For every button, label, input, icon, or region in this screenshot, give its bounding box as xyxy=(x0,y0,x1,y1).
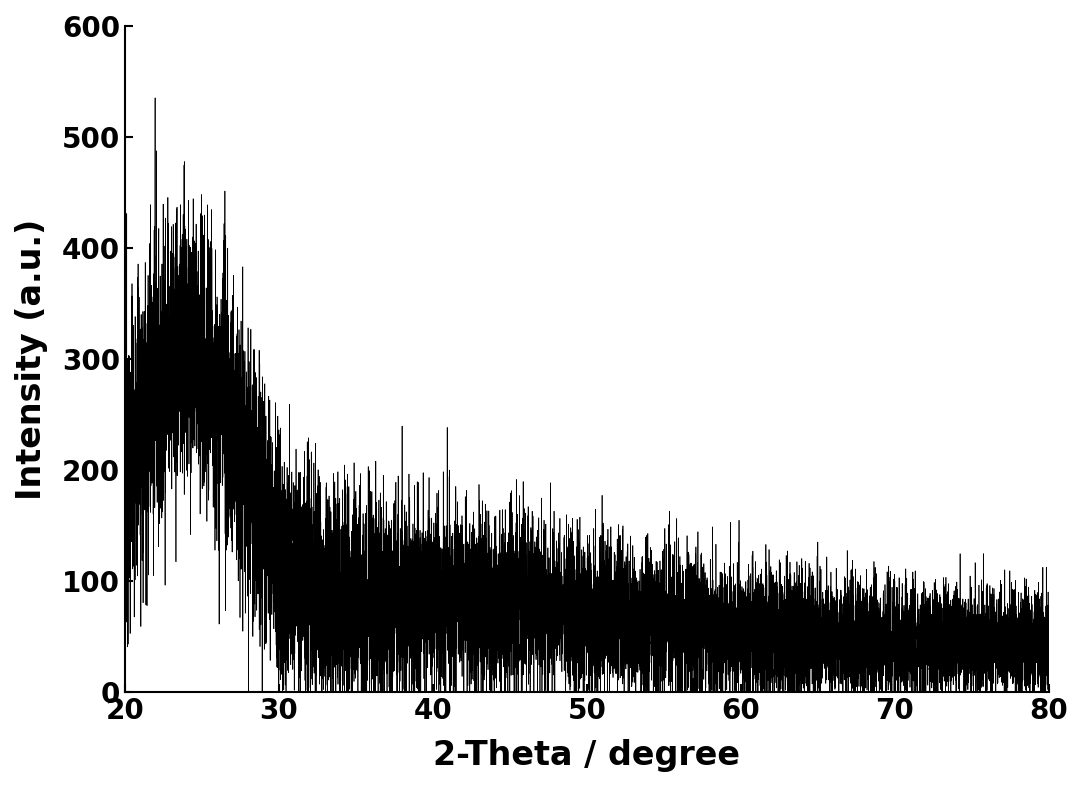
Y-axis label: Intensity (a.u.): Intensity (a.u.) xyxy=(15,219,48,500)
X-axis label: 2-Theta / degree: 2-Theta / degree xyxy=(433,739,741,772)
